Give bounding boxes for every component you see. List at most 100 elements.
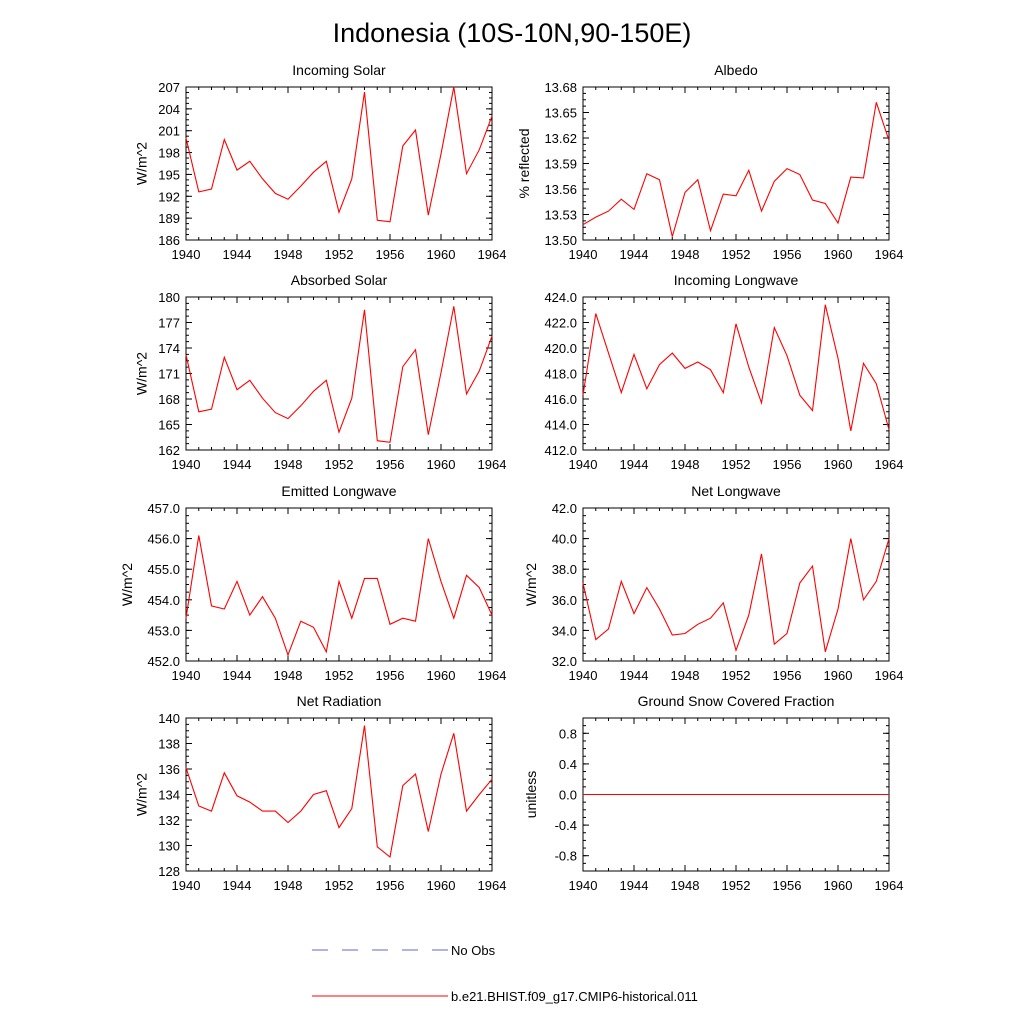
y-axis-label: unitless (523, 771, 539, 818)
panel-title: Net Radiation (297, 693, 382, 709)
plot-frame (582, 86, 890, 241)
panel-6: 1940 1944 1948 1952 1956 1960 1964 32.0 34.0 36.0… (523, 483, 903, 683)
y-tick-label: 128 (158, 864, 180, 879)
y-tick-label: 416.0 (544, 392, 577, 407)
x-tick-label: 1944 (223, 878, 252, 893)
x-tick-label: 1964 (875, 457, 904, 472)
y-tick-label: 140 (158, 711, 180, 726)
x-tick-label: 1964 (875, 878, 904, 893)
x-tick-label: 1944 (620, 668, 649, 683)
series-line (185, 86, 493, 223)
legend-label-model: b.e21.BHIST.f09_g17.CMIP6-historical.011 (451, 989, 698, 1004)
x-tick-label: 1940 (569, 457, 598, 472)
y-tick-label: 189 (158, 211, 180, 226)
y-tick-label: 177 (158, 316, 180, 331)
x-tick-label: 1944 (620, 247, 649, 262)
y-tick-label: 422.0 (544, 316, 577, 331)
x-tick-label: 1956 (376, 247, 405, 262)
y-tick-label: 456.0 (147, 532, 180, 547)
x-tick-label: 1948 (274, 878, 303, 893)
series-line (582, 102, 890, 237)
y-tick-label: 0.0 (559, 788, 577, 803)
legend: No Obs b.e21.BHIST.f09_g17.CMIP6-histori… (312, 943, 698, 1004)
y-tick-label: 34.0 (552, 623, 577, 638)
y-tick-label: 455.0 (147, 562, 180, 577)
y-tick-label: 171 (158, 367, 180, 382)
panel-8: 1940 1944 1948 1952 1956 1960 1964 -0.8 -0.4 0.0 0… (523, 693, 903, 893)
y-tick-label: 136 (158, 762, 180, 777)
x-tick-label: 1952 (722, 878, 751, 893)
y-tick-label: 138 (158, 737, 180, 752)
y-tick-label: 38.0 (552, 562, 577, 577)
x-tick-label: 1952 (325, 878, 354, 893)
series-line (582, 304, 890, 432)
x-tick-label: 1940 (569, 668, 598, 683)
y-tick-label: 0.4 (559, 757, 577, 772)
x-tick-label: 1944 (223, 247, 252, 262)
panel-title: Incoming Longwave (674, 272, 799, 288)
y-tick-label: 13.56 (544, 182, 577, 197)
x-tick-label: 1960 (824, 247, 853, 262)
x-tick-label: 1940 (569, 878, 598, 893)
x-tick-label: 1964 (478, 668, 507, 683)
y-tick-label: 40.0 (552, 532, 577, 547)
y-tick-label: 180 (158, 290, 180, 305)
legend-label-no-obs: No Obs (451, 943, 496, 958)
y-tick-label: 0.8 (559, 726, 577, 741)
panel-1: 1940 1944 1948 1952 1956 1960 1964 186 189 192 195… (133, 62, 506, 262)
x-tick-label: 1948 (671, 668, 700, 683)
y-tick-label: 132 (158, 813, 180, 828)
panel-title: Absorbed Solar (291, 272, 388, 288)
y-tick-label: 168 (158, 392, 180, 407)
y-tick-label: -0.8 (555, 849, 577, 864)
y-tick-label: 13.59 (544, 157, 577, 172)
figure-title: Indonesia (10S-10N,90-150E) (333, 18, 692, 48)
plot-frame (582, 507, 890, 662)
x-tick-label: 1944 (223, 668, 252, 683)
y-tick-label: 207 (158, 80, 180, 95)
y-tick-label: 165 (158, 418, 180, 433)
panel-2: 1940 1944 1948 1952 1956 1960 1964 13.50 13.53 13… (516, 62, 903, 262)
y-tick-label: 32.0 (552, 654, 577, 669)
y-axis-label: W/m^2 (133, 773, 149, 816)
panel-title: Ground Snow Covered Fraction (638, 693, 835, 709)
x-tick-label: 1960 (427, 878, 456, 893)
x-tick-label: 1940 (172, 457, 201, 472)
x-tick-label: 1948 (274, 668, 303, 683)
y-tick-label: 13.50 (544, 233, 577, 248)
x-tick-label: 1952 (722, 247, 751, 262)
y-tick-label: 13.53 (544, 208, 577, 223)
x-tick-label: 1960 (427, 247, 456, 262)
series-line (185, 306, 493, 443)
x-tick-label: 1948 (671, 247, 700, 262)
y-tick-label: 452.0 (147, 654, 180, 669)
y-tick-label: 414.0 (544, 418, 577, 433)
y-tick-label: 198 (158, 146, 180, 161)
series-line (582, 538, 890, 653)
x-tick-label: 1960 (824, 668, 853, 683)
panel-title: Albedo (714, 62, 758, 78)
y-tick-label: 453.0 (147, 623, 180, 638)
x-tick-label: 1948 (274, 247, 303, 262)
y-axis-label: W/m^2 (133, 142, 149, 185)
x-tick-label: 1960 (427, 457, 456, 472)
y-tick-label: 134 (158, 788, 180, 803)
plot-frame (185, 717, 493, 872)
x-tick-label: 1956 (773, 457, 802, 472)
x-tick-label: 1956 (376, 668, 405, 683)
panels: 1940 1944 1948 1952 1956 1960 1964 186 189 192 195… (119, 62, 903, 893)
x-tick-label: 1960 (824, 878, 853, 893)
y-tick-label: 424.0 (544, 290, 577, 305)
y-tick-label: 412.0 (544, 443, 577, 458)
panel-title: Incoming Solar (292, 62, 386, 78)
panel-title: Net Longwave (691, 483, 781, 499)
y-tick-label: 13.62 (544, 131, 577, 146)
y-tick-label: 201 (158, 124, 180, 139)
x-tick-label: 1948 (671, 457, 700, 472)
series-line (185, 535, 493, 657)
x-tick-label: 1964 (478, 247, 507, 262)
x-tick-label: 1964 (875, 247, 904, 262)
x-tick-label: 1960 (427, 668, 456, 683)
